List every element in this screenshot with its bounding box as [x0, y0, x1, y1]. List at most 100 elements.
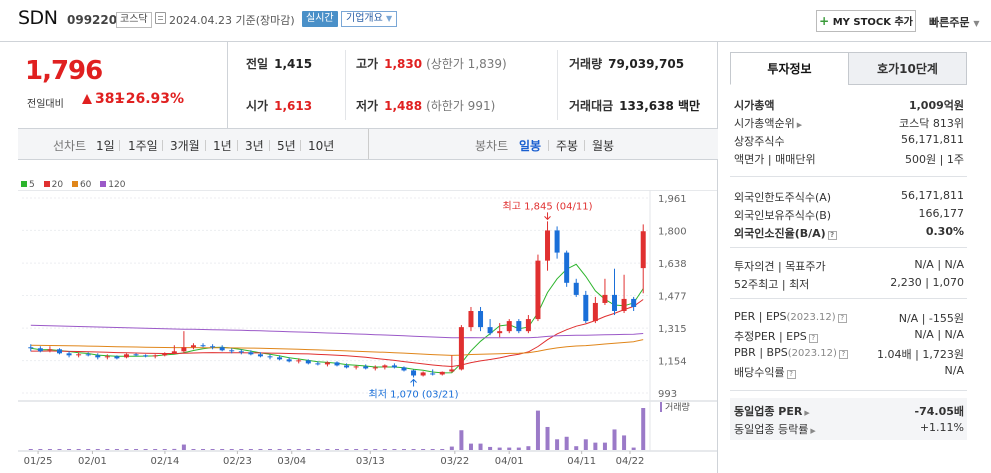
period-1w[interactable]: 1주일: [128, 139, 158, 153]
y-tick-label: 1,154: [658, 357, 687, 368]
info-row: 동일업종 PER ▶ -74.05배: [730, 401, 967, 419]
divider: [162, 140, 163, 151]
candle-monthly[interactable]: 월봉: [592, 139, 615, 153]
divider: [345, 50, 346, 120]
volume-label: 거래량: [569, 57, 603, 71]
period-1d[interactable]: 1일: [96, 139, 115, 153]
volume-bar: [392, 449, 397, 450]
tab-invest-info[interactable]: 투자정보: [730, 52, 849, 85]
divider: [300, 140, 301, 151]
ma20-line: [30, 299, 644, 368]
info-row: 동일업종 등락률 ▶ +1.11%: [730, 419, 967, 437]
lower-limit: (하한가 991): [426, 99, 496, 113]
candle-body: [123, 354, 129, 358]
candle-body: [181, 347, 187, 352]
change-percent: +26.93%: [114, 91, 185, 107]
period-5y[interactable]: 5년: [277, 139, 296, 153]
sector-change-value: +1.11%: [919, 421, 964, 434]
candle-body: [382, 365, 388, 368]
current-price: 1,796: [25, 56, 103, 86]
sector-change-link[interactable]: 동일업종 등락률 ▶: [734, 421, 816, 437]
high-arrow-icon: [544, 212, 551, 221]
candle-body: [324, 362, 330, 365]
tab-orderbook[interactable]: 호가10단계: [848, 52, 967, 85]
trade-amount-value: 133,638 백만: [619, 99, 701, 113]
chart-period-bar: 선차트 1일 1주일 3개월 1년 3년 5년 10년 봉차트 일봉 주봉 월봉: [18, 128, 718, 160]
period-1y[interactable]: 1년: [213, 139, 232, 153]
help-icon[interactable]: ?: [837, 314, 847, 323]
help-icon[interactable]: ?: [838, 350, 848, 359]
per-eps-label: PER | EPS(2023.12)?: [734, 310, 847, 323]
sector-per-link[interactable]: 동일업종 PER ▶: [734, 403, 810, 419]
price-chart[interactable]: 1,961 1,800 1,638 1,477 1,315 1,154 993 최고 1,84…: [18, 190, 718, 473]
period-10y[interactable]: 10년: [308, 139, 335, 153]
help-icon[interactable]: ?: [808, 334, 818, 343]
candle-body: [621, 298, 627, 312]
candle-daily[interactable]: 일봉: [519, 139, 542, 153]
candle-body: [152, 355, 158, 357]
candle-body: [592, 302, 598, 322]
info-row: 외국인한도주식수(A) 56,171,811: [730, 187, 967, 205]
eps-value: -155원: [928, 312, 964, 325]
y-tick-label: 1,961: [658, 194, 687, 205]
volume-bar: [28, 449, 33, 450]
par-label: 액면가: [734, 153, 765, 166]
candle-body: [573, 282, 579, 295]
volume-label: 거래량: [665, 401, 690, 413]
quote-panel: 1,796 전일대비 381 +26.93% 전일 1,415 시가 1,613 고…: [18, 42, 718, 473]
volume-bar: [401, 449, 406, 450]
prev-close-value: 1,415: [274, 57, 313, 71]
volume-bar: [315, 449, 320, 450]
candle-body: [277, 357, 283, 360]
x-tick-label: 01/25: [24, 456, 53, 467]
target-label: 목표주가: [785, 260, 826, 273]
stock-code: 099220: [67, 13, 118, 27]
bps-value: 1,723원: [922, 348, 964, 361]
volume-bar: [47, 449, 52, 450]
period-3y[interactable]: 3년: [245, 139, 264, 153]
volume-bar: [201, 449, 206, 450]
volume: 거래량 79,039,705: [569, 55, 684, 72]
volume-bar: [459, 430, 464, 450]
candle-weekly[interactable]: 주봉: [556, 139, 579, 153]
mcap-rank-label: 시가총액순위: [734, 117, 795, 130]
per-label: PER: [734, 310, 756, 323]
volume-bar: [574, 446, 579, 450]
help-icon[interactable]: ?: [827, 231, 837, 240]
add-mystock-label: MY STOCK 추가: [832, 17, 913, 28]
opinion-target-label: 투자의견 | 목표주가: [734, 260, 826, 273]
candle-body: [439, 371, 445, 375]
company-overview-dropdown[interactable]: 기업개요 ▼: [341, 11, 398, 27]
candle-body: [37, 348, 43, 352]
legend-label: 120: [108, 180, 126, 190]
volume-bar: [191, 449, 196, 450]
divider: [119, 140, 120, 151]
up-arrow-icon: [82, 94, 92, 104]
volume-bar: [545, 426, 550, 450]
legend-label: 60: [79, 180, 92, 190]
candle-body: [95, 355, 101, 358]
legend-swatch: [71, 181, 78, 187]
volume-bar: [507, 447, 512, 450]
x-tick-label: 03/04: [277, 456, 306, 467]
quick-order-button[interactable]: 빠른주문 ▼: [929, 14, 979, 30]
help-icon[interactable]: ?: [786, 370, 796, 379]
candle-body: [525, 319, 531, 332]
shares-value: 56,171,811: [901, 133, 964, 146]
period-3m[interactable]: 3개월: [170, 139, 200, 153]
eps-label: EPS: [765, 310, 787, 323]
realtime-button[interactable]: 실시간: [302, 11, 338, 27]
x-tick-label: 02/01: [78, 456, 107, 467]
foreign-group: 외국인한도주식수(A) 56,171,811 외국인보유주식수(B) 166,177…: [730, 187, 967, 241]
mcap-rank-link[interactable]: 시가총액순위 ▶: [734, 115, 802, 131]
sector-per-label: 동일업종 PER: [734, 405, 803, 418]
y-tick-label: 1,800: [658, 226, 687, 237]
divider: [205, 140, 206, 151]
candle-body: [334, 362, 340, 366]
foreign-limit-value: 56,171,811: [901, 189, 964, 202]
candle-body: [104, 356, 110, 358]
add-mystock-button[interactable]: + MY STOCK 추가: [816, 10, 916, 32]
candle-body: [554, 230, 560, 253]
stock-header: SDN 099220 코스닥 2024.04.23 기준(장마감) 실시간 기업…: [0, 0, 991, 42]
candle-body: [535, 260, 541, 320]
